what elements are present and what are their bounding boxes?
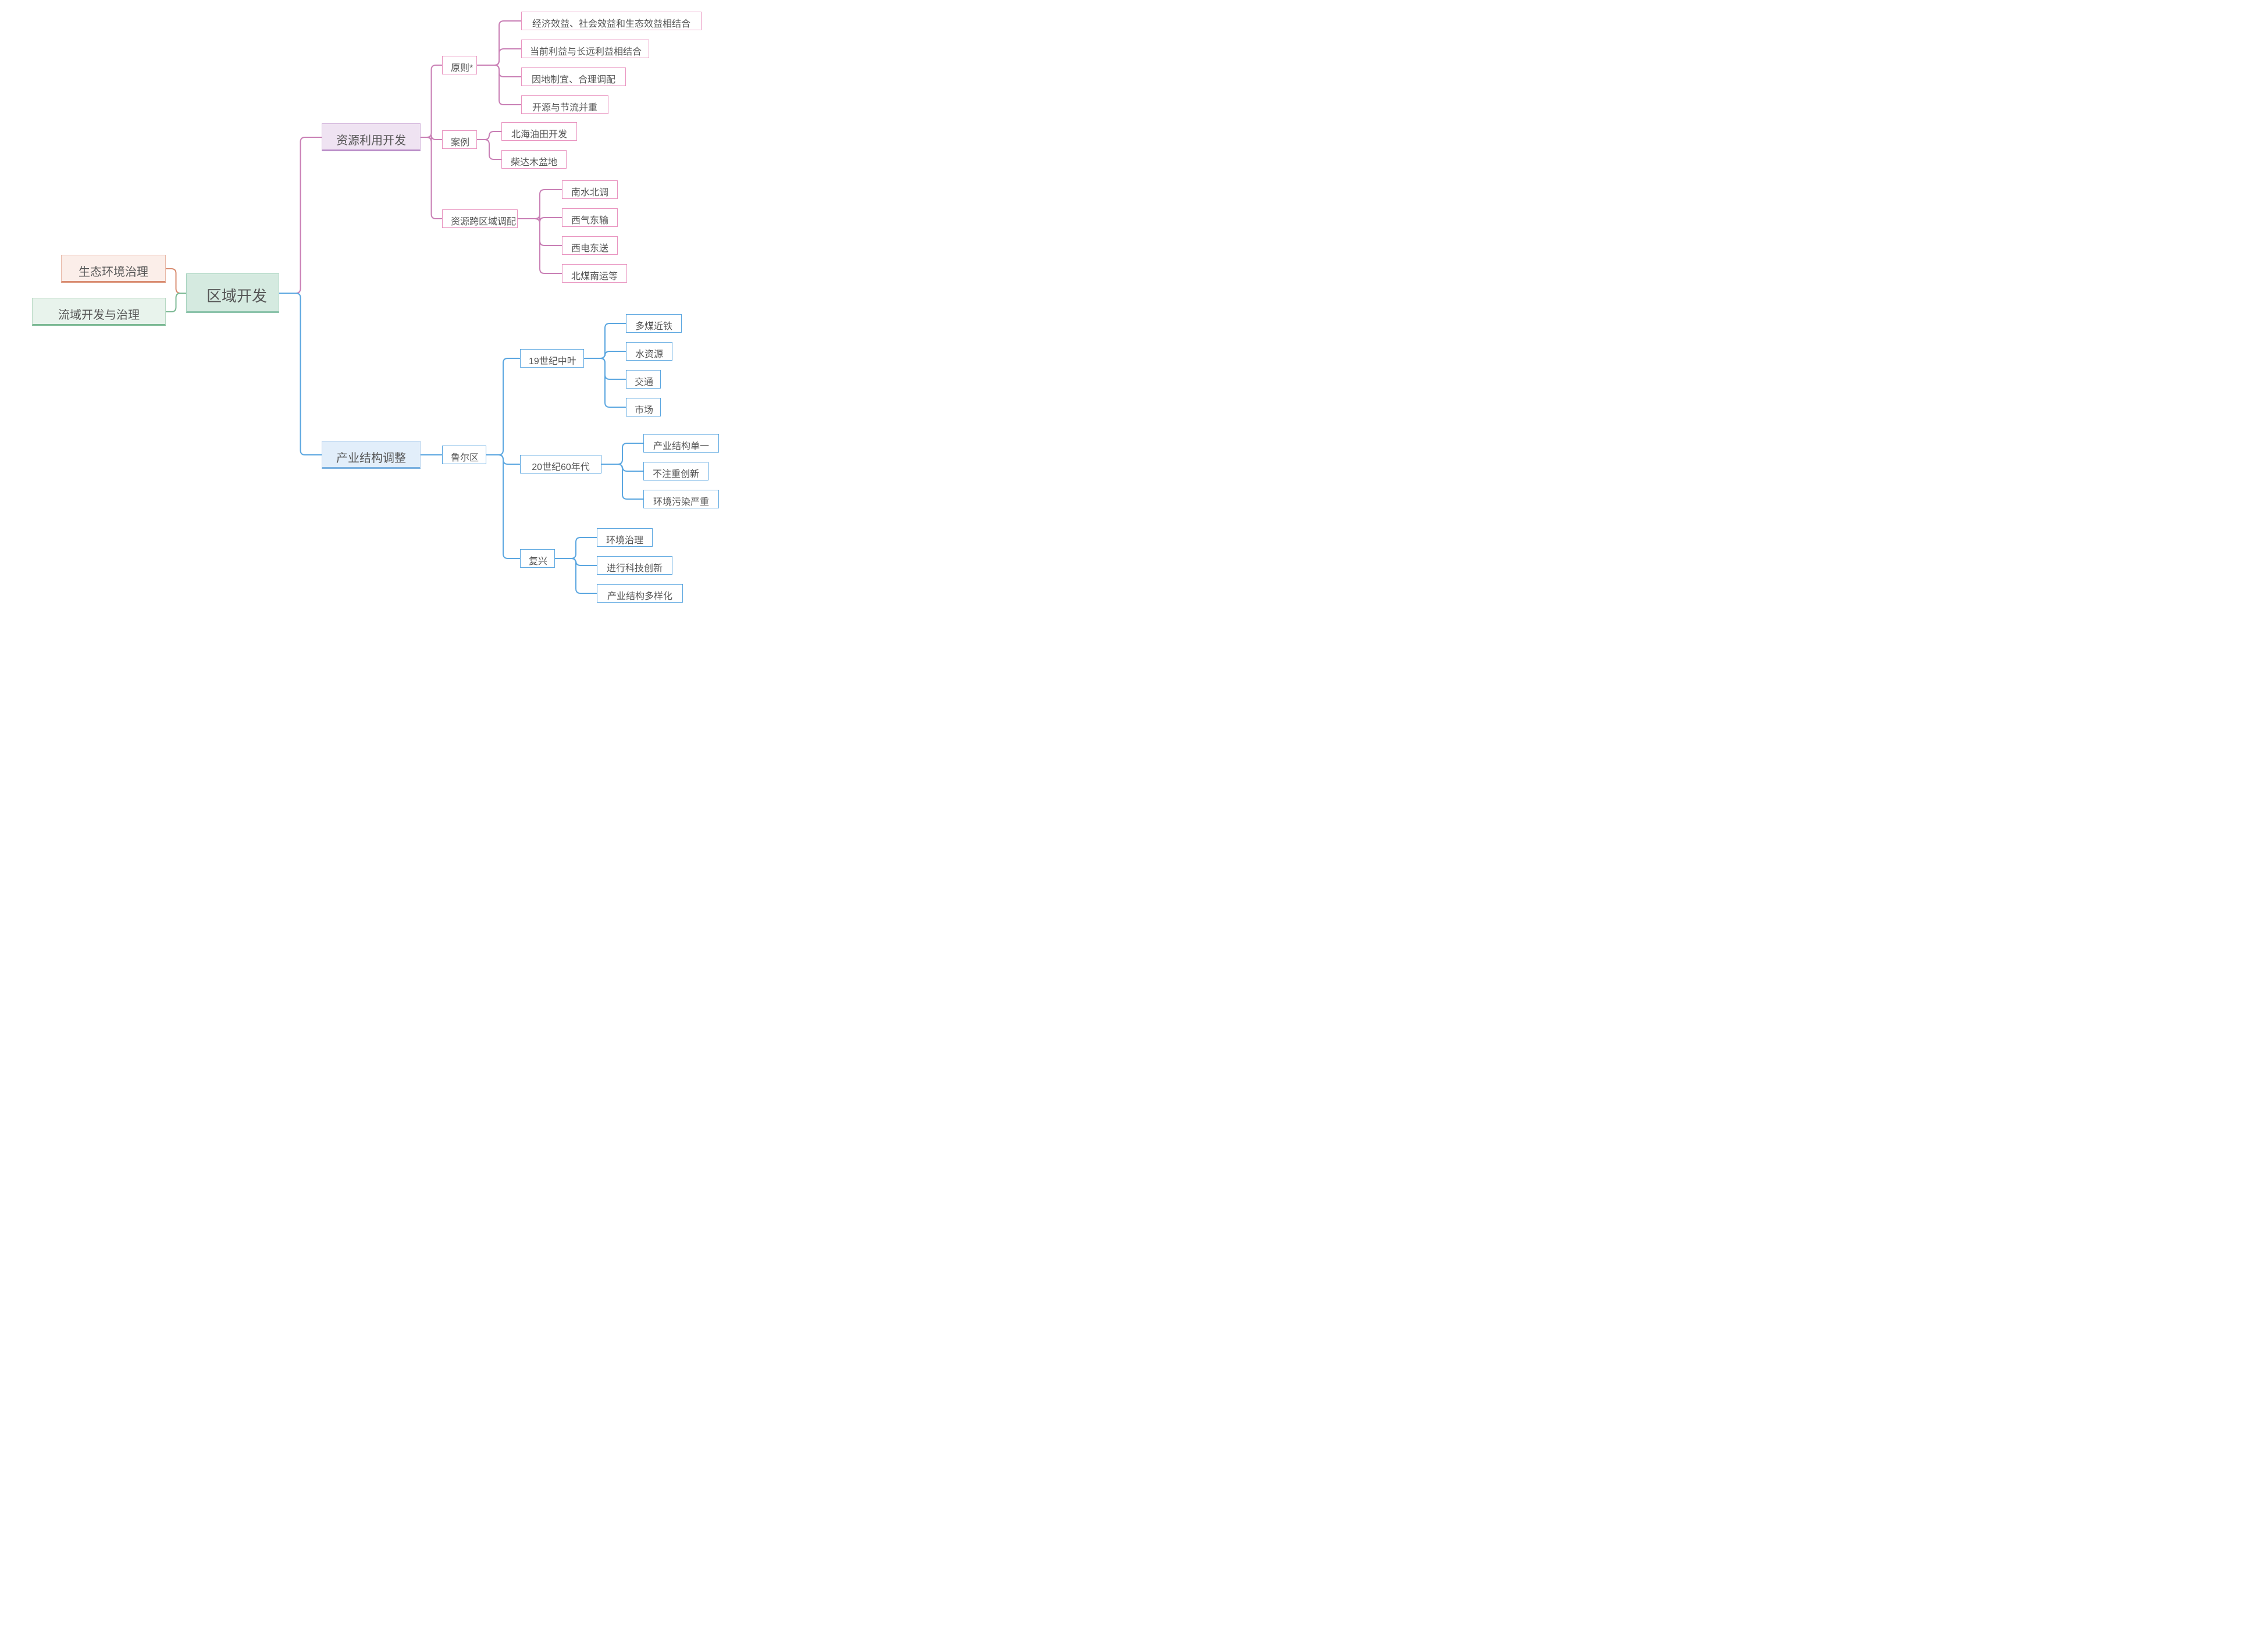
- leaf-c19-1: 水资源: [626, 342, 672, 361]
- leaf-case-1: 柴达木盆地: [501, 150, 567, 169]
- branch-industry: 产业结构调整: [322, 441, 421, 469]
- node-cross: 资源跨区域调配: [442, 209, 518, 228]
- leaf-c2060-0: 产业结构单一: [643, 434, 719, 453]
- leaf-revive-0: 环境治理: [597, 528, 653, 547]
- node-revive: 复兴: [520, 549, 555, 568]
- leaf-principle-2: 因地制宜、合理调配: [521, 67, 626, 86]
- root-node: 区域开发: [186, 273, 279, 313]
- node-case: 案例: [442, 130, 477, 149]
- leaf-c2060-1: 不注重创新: [643, 462, 708, 480]
- branch-eco: 生态环境治理: [61, 255, 166, 283]
- leaf-principle-3: 开源与节流并重: [521, 95, 608, 114]
- leaf-cross-3: 北煤南运等: [562, 264, 627, 283]
- leaf-cross-0: 南水北调: [562, 180, 618, 199]
- leaf-principle-1: 当前利益与长远利益相结合: [521, 40, 649, 58]
- leaf-case-0: 北海油田开发: [501, 122, 577, 141]
- node-principle: 原则*: [442, 56, 477, 74]
- leaf-cross-2: 西电东送: [562, 236, 618, 255]
- node-c19: 19世纪中叶: [520, 349, 584, 368]
- leaf-c19-0: 多煤近铁: [626, 314, 682, 333]
- leaf-revive-1: 进行科技创新: [597, 556, 672, 575]
- node-ruhr: 鲁尔区: [442, 446, 486, 464]
- leaf-c19-2: 交通: [626, 370, 661, 389]
- leaf-c2060-2: 环境污染严重: [643, 490, 719, 508]
- branch-resource: 资源利用开发: [322, 123, 421, 151]
- leaf-principle-0: 经济效益、社会效益和生态效益相结合: [521, 12, 702, 30]
- leaf-c19-3: 市场: [626, 398, 661, 416]
- leaf-revive-2: 产业结构多样化: [597, 584, 683, 603]
- leaf-cross-1: 西气东输: [562, 208, 618, 227]
- node-c2060: 20世纪60年代: [520, 455, 601, 473]
- branch-water: 流域开发与治理: [32, 298, 166, 326]
